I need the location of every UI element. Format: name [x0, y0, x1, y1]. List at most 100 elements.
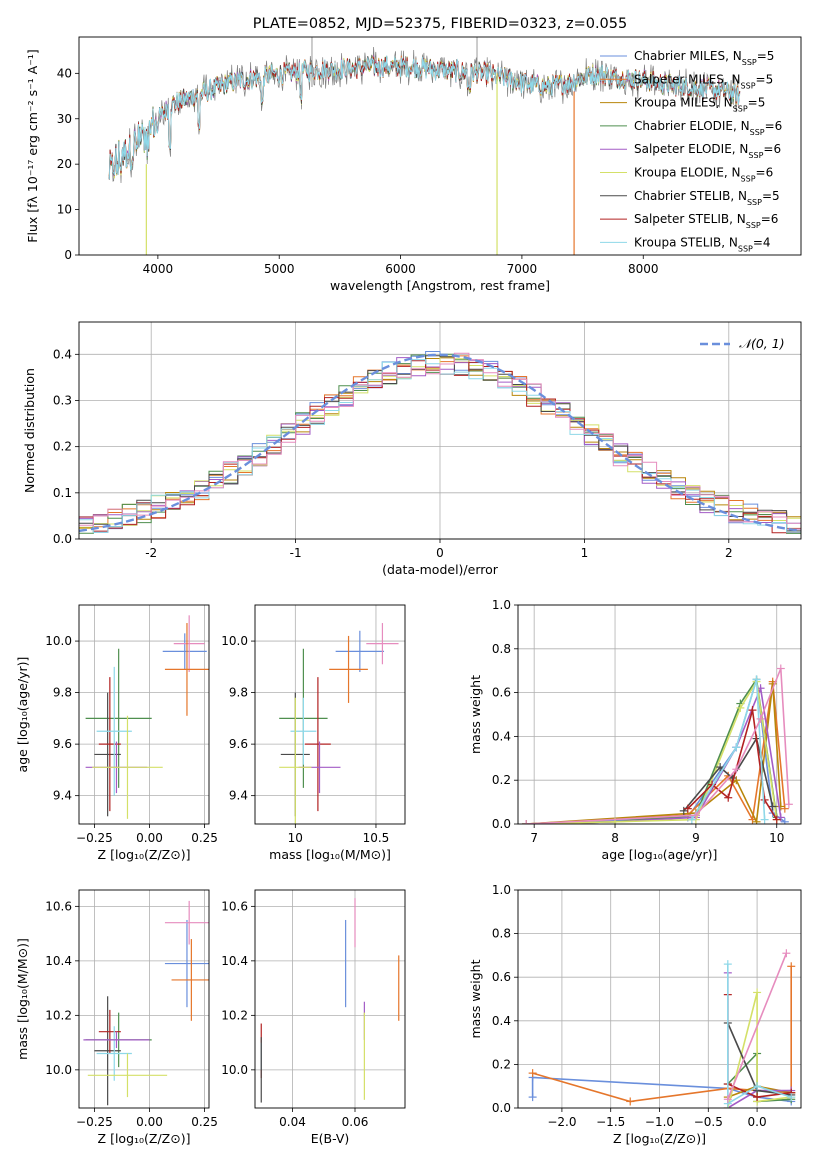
y-tick-label: 0.1	[53, 486, 72, 500]
error-bar-point	[92, 715, 163, 819]
y-tick-label: 10.2	[221, 1008, 248, 1022]
axes-frame	[517, 604, 802, 825]
y-tick-label: 10.0	[221, 1063, 248, 1077]
legend-label: Salpeter STELIB, NSSP=6	[634, 212, 778, 230]
legend-label: Chabrier MILES, NSSP=5	[634, 49, 774, 67]
x-tick-label: -1	[290, 546, 302, 560]
y-tick-label: 30	[57, 112, 72, 126]
error-bar-point	[96, 666, 132, 796]
weight-marker	[772, 815, 781, 824]
weight-line	[526, 683, 782, 824]
x-axis-label: E(B-V)	[311, 1131, 350, 1146]
error-bar-point	[87, 1053, 168, 1098]
plot-area	[528, 949, 796, 1108]
y-tick-label: 1.0	[492, 883, 511, 897]
weight-line	[687, 709, 778, 821]
y-axis-label: age [log₁₀(age/yr)]	[15, 657, 30, 773]
weight-marker	[752, 675, 761, 684]
weight-marker	[724, 793, 733, 802]
x-tick-label: 0.00	[136, 1115, 163, 1129]
weight-line	[727, 992, 792, 1108]
legend: Chabrier MILES, NSSP=5 Salpeter MILES, NS…	[600, 49, 782, 253]
error-bar-point	[366, 623, 399, 665]
weight-marker	[787, 962, 796, 971]
y-tick-label: 0.4	[53, 347, 72, 361]
weight-line	[526, 679, 778, 824]
weight-marker	[723, 960, 732, 969]
weight-marker	[753, 988, 762, 997]
x-tick-label: 0.25	[191, 1115, 218, 1129]
y-tick-label: 0.3	[53, 393, 72, 407]
weight-marker	[528, 1093, 537, 1102]
x-tick-label: 0.06	[342, 1115, 369, 1129]
error-bar-point	[96, 1026, 132, 1081]
weight-marker	[760, 815, 769, 824]
legend-label: Chabrier STELIB, NSSP=5	[634, 189, 780, 207]
error-bar-point	[164, 900, 209, 945]
weight-line	[726, 964, 792, 1106]
y-tick-label: 0.8	[492, 642, 511, 656]
y-tick-label: 10.4	[45, 954, 72, 968]
y-tick-label: 10.4	[221, 954, 248, 968]
weight-marker	[716, 763, 725, 772]
x-tick-label: 0.04	[279, 1115, 306, 1129]
weight-marker	[732, 743, 741, 752]
y-tick-label: 10.0	[45, 634, 72, 648]
y-tick-label: 10	[57, 203, 72, 217]
error-bar-point	[83, 1031, 150, 1049]
x-tick-label: 0.25	[191, 831, 218, 845]
error-bar-point	[164, 919, 209, 1008]
x-tick-label: 10	[769, 831, 784, 845]
legend-label: 𝒩(0, 1)	[739, 336, 785, 351]
axes-frame	[78, 889, 210, 1109]
axes-frame	[78, 36, 802, 256]
histogram-step	[79, 352, 801, 526]
x-axis-label: (data-model)/error	[382, 562, 499, 577]
y-axis-label: Flux [fλ 10⁻¹⁷ erg cm⁻² s⁻¹ A⁻¹]	[25, 49, 40, 242]
plot-area	[279, 623, 399, 824]
y-axis-label: mass [log₁₀(M/M⊙)]	[15, 938, 30, 1060]
weight-marker	[753, 1082, 762, 1091]
y-tick-label: 10.6	[221, 899, 248, 913]
x-axis-label: wavelength [Angstrom, rest frame]	[330, 278, 550, 293]
error-bar-point	[162, 633, 207, 670]
error-bar-point	[171, 939, 209, 1021]
weight-marker	[780, 804, 789, 813]
y-axis-label: Normed distribution	[22, 368, 37, 493]
x-tick-label: 8	[611, 831, 619, 845]
y-tick-label: 0.6	[492, 970, 511, 984]
legend-label: Chabrier ELODIE, NSSP=6	[634, 119, 782, 137]
weight-marker	[768, 802, 777, 811]
y-tick-label: 0.8	[492, 927, 511, 941]
y-tick-label: 20	[57, 157, 72, 171]
weight-marker	[723, 1095, 732, 1104]
panel-mass_vs_ebv: 0.04 0.06 10.0 10.2 10.4 10.6 E(B-V)	[221, 889, 406, 1146]
plot-area	[85, 615, 209, 819]
weight-marker	[776, 802, 785, 811]
weight-marker	[687, 815, 696, 824]
weight-marker	[782, 949, 791, 958]
weight-marker	[776, 813, 785, 822]
x-tick-label: −0.25	[76, 1115, 113, 1129]
weight-marker	[683, 804, 692, 813]
weight-marker	[691, 811, 700, 820]
x-tick-label: 0.0	[748, 1115, 767, 1129]
x-tick-label: 2	[725, 546, 733, 560]
panel-mass_vs_Z: −0.25 0.00 0.25 10.0 10.2 10.4 10.6 Z [log₁₀(Z/…	[15, 889, 218, 1146]
x-axis-label: Z [log₁₀(Z/Z⊙)]	[98, 847, 191, 862]
y-tick-label: 0.2	[492, 773, 511, 787]
plot-area	[79, 351, 801, 534]
x-tick-label: 10.5	[363, 831, 390, 845]
error-bar-point	[305, 677, 331, 812]
weight-line	[727, 952, 788, 1100]
weight-marker	[748, 706, 757, 715]
legend-label: Kroupa ELODIE, NSSP=6	[634, 166, 773, 184]
y-tick-label: 40	[57, 66, 72, 80]
legend-label: Salpeter ELODIE, NSSP=6	[634, 142, 781, 160]
y-tick-label: 0.6	[492, 686, 511, 700]
weight-marker	[760, 795, 769, 804]
x-tick-label: 4000	[143, 262, 174, 276]
weight-marker	[522, 820, 531, 824]
weight-marker	[756, 714, 765, 723]
